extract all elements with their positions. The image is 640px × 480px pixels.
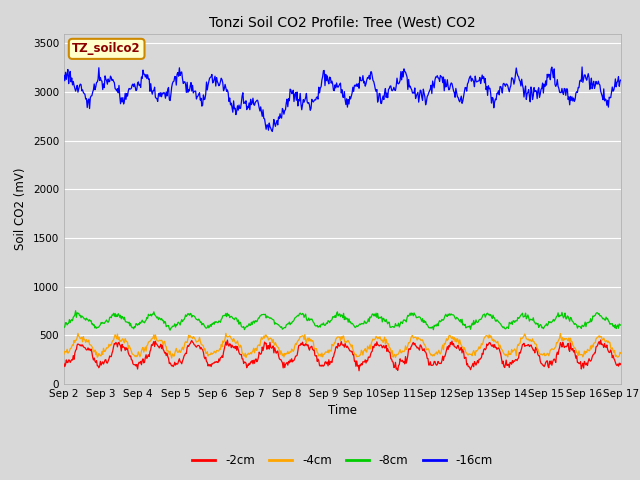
X-axis label: Time: Time	[328, 405, 357, 418]
Legend: -2cm, -4cm, -8cm, -16cm: -2cm, -4cm, -8cm, -16cm	[187, 449, 498, 472]
Y-axis label: Soil CO2 (mV): Soil CO2 (mV)	[14, 168, 28, 250]
Title: Tonzi Soil CO2 Profile: Tree (West) CO2: Tonzi Soil CO2 Profile: Tree (West) CO2	[209, 16, 476, 30]
Text: TZ_soilco2: TZ_soilco2	[72, 42, 141, 55]
